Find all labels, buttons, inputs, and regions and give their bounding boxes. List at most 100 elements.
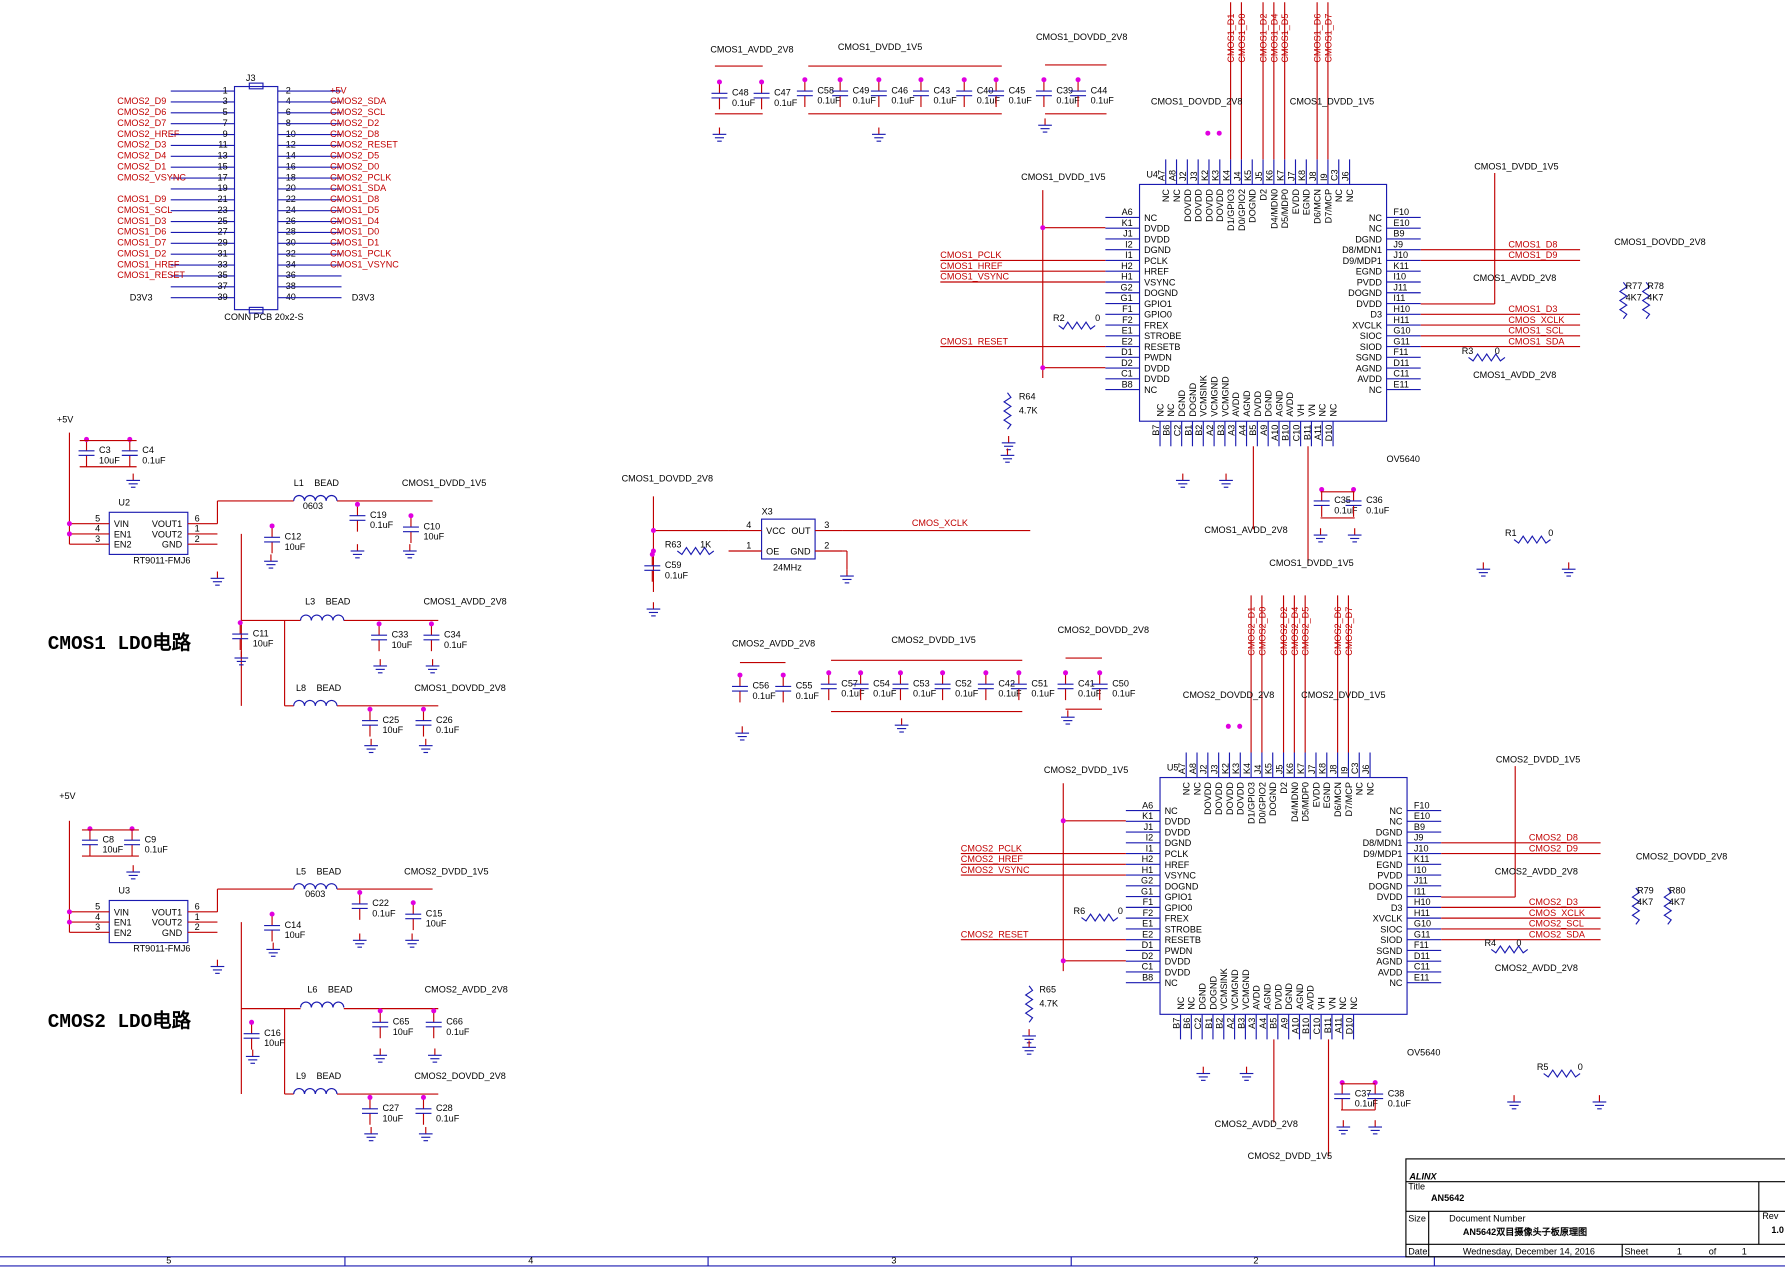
title: AN5642 [1431, 1193, 1464, 1203]
resistor-ref: R79 [1637, 886, 1654, 896]
pin-number: J9 [1393, 239, 1403, 249]
pin-number: H11 [1393, 315, 1409, 325]
capacitor-ref: C44 [1091, 85, 1108, 95]
pin-number: B5 [1269, 1018, 1279, 1029]
net-label: CMOS1_D3 [1508, 304, 1557, 314]
net-label: CMOS2_DVDD_1V5 [891, 635, 975, 645]
pin-number: 19 [218, 183, 228, 193]
net-label: CMOS1_PCLK [330, 248, 391, 258]
resistor-ref: R5 [1537, 1062, 1549, 1072]
pin-number: B3 [1236, 1018, 1246, 1029]
pin-name: EN1 [114, 529, 132, 539]
pin-number: E1 [1142, 919, 1153, 929]
pin-number: D11 [1393, 358, 1409, 368]
pin-number: 10 [286, 129, 296, 139]
pin-number: A6 [1122, 207, 1133, 217]
junction [84, 436, 90, 442]
pin-name: RESETB [1165, 935, 1201, 945]
pin-number: 4 [286, 96, 291, 106]
capacitor-value: 0.1uF [1078, 689, 1102, 699]
net-label: CMOS2_D8 [1529, 833, 1578, 843]
net-label: CMOS1_D9 [1508, 250, 1557, 260]
capacitor-value: 0.1uF [732, 98, 756, 108]
net-label: CMOS2_PCLK [961, 843, 1022, 853]
pin-name: VCMGND [1241, 969, 1251, 1010]
junction [1063, 670, 1069, 676]
resistor-value: 1K [700, 540, 711, 550]
pin-number: 27 [218, 227, 228, 237]
capacitor-ref: C42 [998, 678, 1015, 688]
pin-name: NC [1155, 403, 1165, 417]
capacitor-ref: C3 [99, 445, 111, 455]
net-label: CMOS_XCLK [912, 518, 968, 528]
capacitor-value: 10uF [285, 930, 306, 940]
pin-name: OUT [791, 526, 811, 536]
pin-number: J1 [1123, 229, 1133, 239]
pin-number: A3 [1227, 425, 1237, 436]
pin-number: 5 [95, 902, 100, 912]
capacitor-value: 0.1uF [436, 1113, 460, 1123]
inductor-package: 0603 [303, 501, 323, 511]
capacitor-ref: C48 [732, 88, 749, 98]
junction [420, 1094, 426, 1100]
pin-name: DVDD [1144, 224, 1170, 234]
pin-name: D3 [1391, 903, 1403, 913]
capacitor-ref: C15 [426, 908, 443, 918]
pin-name: AGND [1242, 390, 1252, 417]
junction [1097, 670, 1103, 676]
junction [1319, 487, 1325, 493]
pin-name: RESETB [1144, 342, 1180, 352]
pin-number: C3 [1350, 762, 1360, 774]
of-label: of [1709, 1247, 1717, 1257]
pin-name: NC [1345, 189, 1355, 203]
net-label: CMOS2_VSYNC [117, 172, 186, 182]
pin-name: AVDD [1378, 967, 1403, 977]
pin-name: D5/MDP0 [1280, 189, 1290, 228]
capacitor-value: 10uF [285, 542, 306, 552]
capacitor-ref: C33 [392, 630, 409, 640]
pin-name: DVDD [1273, 984, 1283, 1010]
pin-name: D0/GPIO2 [1237, 189, 1247, 231]
oscillator-freq: 24MHz [773, 562, 802, 572]
pin-number: 26 [286, 216, 296, 226]
pin-name: EN2 [114, 540, 132, 550]
pin-number: J7 [1307, 765, 1317, 775]
net-label: CMOS2_SDA [330, 96, 387, 106]
pin-name: DOVDD [1203, 782, 1213, 815]
capacitor-value: 0.1uF [752, 691, 776, 701]
pin-number: 4 [746, 520, 751, 530]
pin-number: B11 [1302, 425, 1312, 441]
pin-number: G2 [1121, 282, 1133, 292]
net-label: CMOS1_AVDD_2V8 [1473, 273, 1556, 283]
pin-number: 5 [95, 513, 100, 523]
pin-name: DOVDD [1194, 189, 1204, 222]
pin-number: B8 [1122, 379, 1133, 389]
pin-number: 16 [286, 161, 296, 171]
pin-number: I2 [1125, 239, 1133, 249]
pin-name: NC [1355, 782, 1365, 796]
pin-number: J6 [1361, 765, 1371, 775]
junction [1040, 365, 1046, 371]
net-label: CMOS1_AVDD_2V8 [1473, 370, 1556, 380]
pin-name: EVDD [1291, 189, 1301, 215]
pin-name: VCMSINK [1219, 968, 1229, 1009]
inductor [293, 495, 338, 501]
net-label: CMOS2_AVDD_2V8 [425, 985, 508, 995]
resistor [1490, 944, 1529, 954]
net-label: CMOS2_SCL [1529, 919, 1584, 929]
capacitor-value: 0.1uF [977, 96, 1001, 106]
pin-number: K4 [1221, 170, 1231, 181]
capacitor-value: 0.1uF [142, 455, 166, 465]
net-label: CMOS2_DVDD_1V5 [1301, 690, 1385, 700]
pin-name: DOGND [1208, 975, 1218, 1009]
capacitor-value: 0.1uF [1091, 96, 1115, 106]
net-label: CMOS2_D2 [330, 118, 379, 128]
pin-number: G11 [1393, 336, 1410, 346]
junction [983, 670, 989, 676]
pin-name: VH [1317, 997, 1327, 1010]
capacitor-ref: C55 [796, 681, 813, 691]
junction [269, 523, 275, 529]
pin-number: F11 [1393, 347, 1408, 357]
pin-name: D3 [1370, 310, 1382, 320]
pin-number: C1 [1121, 369, 1133, 379]
